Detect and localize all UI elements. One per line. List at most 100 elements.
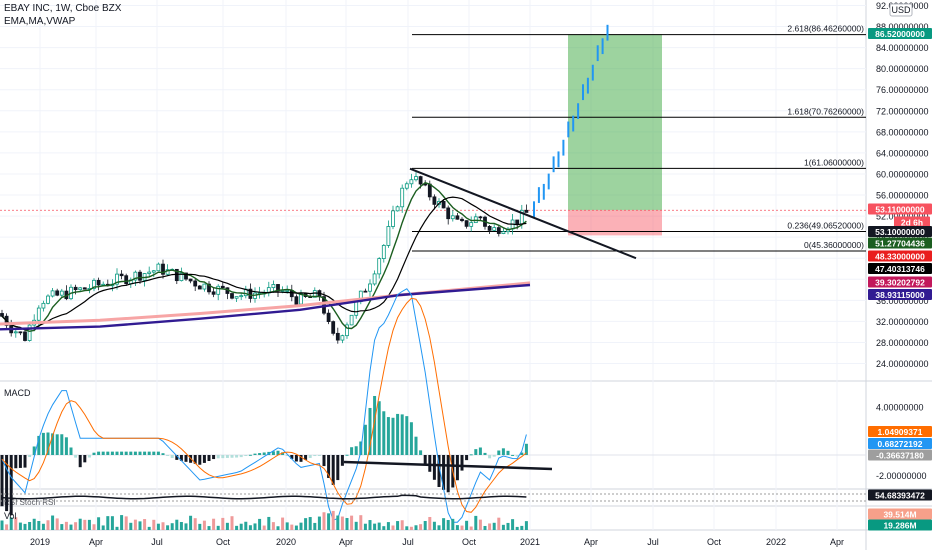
macd-histogram-bar xyxy=(253,453,257,455)
macd-histogram-bar xyxy=(271,451,275,455)
price-badge-label: 39.514M xyxy=(883,510,916,520)
macd-histogram-bar xyxy=(455,455,459,481)
macd-histogram-bar xyxy=(520,452,524,455)
long-ma-line xyxy=(0,283,531,331)
macd-histogram-bar xyxy=(391,417,395,455)
volume-bar xyxy=(294,525,298,530)
candle-body xyxy=(386,226,391,246)
macd-histogram-bar xyxy=(492,455,496,457)
candle-body xyxy=(418,176,423,185)
macd-histogram-bar xyxy=(313,455,317,457)
macd-histogram-bar xyxy=(14,455,18,469)
price-tick-label: 68.00000000 xyxy=(876,127,929,137)
volume-bar xyxy=(511,519,515,530)
volume-bar xyxy=(501,524,505,530)
fib-label: 0.236(49.06520000) xyxy=(787,221,864,231)
price-badge xyxy=(868,28,932,39)
volume-bar xyxy=(60,524,64,530)
macd-histogram-bar xyxy=(115,451,119,455)
candle-body xyxy=(161,263,165,275)
macd-tick-label: -2.00000000 xyxy=(876,471,927,481)
candle-body xyxy=(207,283,211,293)
volume-bar xyxy=(386,522,390,530)
volume-bar xyxy=(465,520,469,530)
candle-body xyxy=(487,225,492,231)
macd-histogram-bar xyxy=(152,451,156,455)
candle-body xyxy=(248,288,253,299)
candle-body xyxy=(0,313,4,317)
volume-bar xyxy=(469,526,473,530)
macd-histogram-bar xyxy=(97,451,101,455)
macd-histogram-bar xyxy=(515,455,519,457)
time-tick-label: Apr xyxy=(584,537,598,547)
macd-label[interactable]: MACD xyxy=(4,388,31,398)
price-badge-label: 86.52000000 xyxy=(875,29,925,39)
price-badge xyxy=(868,438,932,449)
volume-bar xyxy=(271,522,275,530)
macd-histogram-bar xyxy=(156,451,160,455)
volume-bar xyxy=(106,516,110,530)
volume-bar xyxy=(483,525,487,530)
price-badge xyxy=(868,508,932,520)
time-tick-label: Apr xyxy=(830,537,844,547)
volume-bar xyxy=(83,519,87,530)
price-badge-label: 53.10000000 xyxy=(875,227,925,237)
candle-body xyxy=(119,273,124,277)
candle-body xyxy=(395,206,400,212)
macd-histogram-bar xyxy=(299,455,303,462)
macd-histogram-bar xyxy=(446,455,450,493)
volume-bar xyxy=(354,521,358,530)
macd-histogram-bar xyxy=(101,451,105,455)
volume-bar xyxy=(299,522,303,530)
price-badge xyxy=(868,276,932,288)
symbol-title[interactable]: EBAY INC, 1W, Cboe BZX xyxy=(4,3,122,14)
macd-histogram-bar xyxy=(506,450,510,455)
macd-histogram-bar xyxy=(0,455,4,507)
volume-bar xyxy=(492,522,496,530)
macd-histogram-bar xyxy=(511,454,515,456)
volume-bar xyxy=(152,519,156,530)
volume-bar xyxy=(175,519,179,530)
grid xyxy=(0,0,866,530)
macd-histogram-bar xyxy=(465,455,469,461)
candle-body xyxy=(312,290,317,298)
rsi-label[interactable]: RSI Stoch RSI xyxy=(4,498,56,507)
macd-histogram-bar xyxy=(106,451,110,455)
macd-histogram-bar xyxy=(138,451,142,455)
vol-label[interactable]: Vol xyxy=(4,511,17,521)
macd-histogram-bar xyxy=(469,454,473,456)
volume-bar xyxy=(225,522,229,530)
price-tick-label: 76.00000000 xyxy=(876,85,929,95)
volume-bar xyxy=(110,516,114,530)
candle-body xyxy=(460,218,464,222)
volume-bar xyxy=(488,523,492,530)
macd-histogram-bar xyxy=(497,450,501,455)
macd-histogram-bar xyxy=(216,455,220,459)
volume-bar xyxy=(170,523,174,530)
volume-bar xyxy=(0,520,4,530)
candle-body xyxy=(404,183,409,189)
price-badge-label: 39.30202792 xyxy=(875,278,925,288)
macd-histogram-bar xyxy=(18,455,22,468)
volume-bar xyxy=(331,510,335,530)
candle-body xyxy=(345,324,349,337)
volume-bar xyxy=(147,526,151,530)
macd-histogram-bar xyxy=(294,455,298,462)
candle-body xyxy=(73,286,78,291)
time-tick-label: 2019 xyxy=(30,537,50,547)
indicator-list[interactable]: EMA,MA,VWAP xyxy=(4,16,76,27)
volume-bar xyxy=(276,526,280,530)
price-tick-label: 72.00000000 xyxy=(876,106,929,116)
macd-histogram-bar xyxy=(414,436,418,455)
volume-bar xyxy=(396,521,400,530)
volume-bar xyxy=(216,525,220,530)
price-badge xyxy=(868,237,932,249)
candle-body xyxy=(377,258,382,275)
macd-histogram-bar xyxy=(432,455,436,480)
candle-body xyxy=(391,210,395,227)
time-tick-label: Jul xyxy=(647,537,659,547)
volume-bar xyxy=(400,520,404,530)
candle-body xyxy=(27,324,32,341)
macd-histogram-bar xyxy=(304,455,308,460)
